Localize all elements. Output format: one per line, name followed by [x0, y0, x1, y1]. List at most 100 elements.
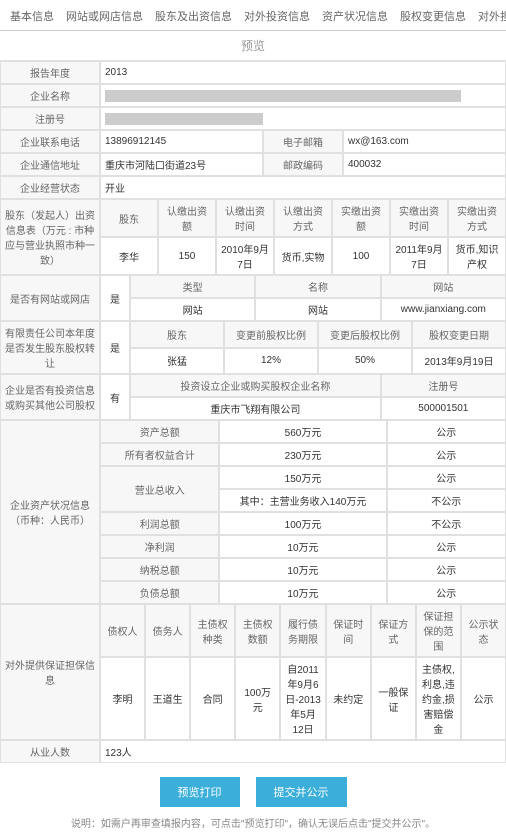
a4l: 利润总额: [100, 512, 219, 535]
inv-r3: 货币,实物: [274, 237, 332, 275]
eq-r2: 50%: [318, 348, 412, 375]
a3s: 不公示: [387, 489, 506, 512]
label-year: 报告年度: [0, 61, 100, 84]
guar-side: 对外提供保证担保信息: [0, 604, 100, 740]
submit-publish-button[interactable]: 提交并公示: [256, 777, 347, 807]
value-zip: 400032: [343, 153, 506, 176]
tab-5[interactable]: 股权变更信息: [394, 4, 472, 30]
site-v: 是: [100, 275, 130, 321]
g-h2: 主债权种类: [190, 604, 235, 657]
site-h2: 网站: [381, 275, 506, 298]
a2v: 150万元: [219, 466, 386, 489]
tab-3[interactable]: 对外投资信息: [238, 4, 316, 30]
inv-r5: 2011年9月7日: [390, 237, 448, 275]
label-email: 电子邮箱: [263, 130, 343, 153]
label-phone: 企业联系电话: [0, 130, 100, 153]
tab-2[interactable]: 股东及出资信息: [149, 4, 238, 30]
g-r2: 合同: [190, 657, 235, 740]
a1v: 230万元: [219, 443, 386, 466]
button-row: 预览打印 提交并公示: [0, 763, 506, 815]
footer-note: 说明：如需户再审查填报内容，可点击"预览打印"，确认无误后点击"提交并公示"。: [0, 815, 506, 838]
a1l: 所有者权益合计: [100, 443, 219, 466]
ext-h1: 注册号: [381, 374, 506, 397]
a7s: 公示: [387, 581, 506, 604]
eq-r1: 12%: [224, 348, 318, 375]
site-h1: 名称: [255, 275, 380, 298]
a6s: 公示: [387, 558, 506, 581]
a5l: 净利润: [100, 535, 219, 558]
a7v: 10万元: [219, 581, 386, 604]
g-h5: 保证时间: [326, 604, 371, 657]
inv-h5: 实缴出资时间: [390, 199, 448, 237]
tab-0[interactable]: 基本信息: [4, 4, 60, 30]
inv-r2: 2010年9月7日: [216, 237, 274, 275]
ext-v: 有: [100, 374, 130, 420]
eq-side: 有限责任公司本年度是否发生股东股权转让: [0, 321, 100, 374]
ext-side: 企业是否有投资信息或购买其他公司股权: [0, 374, 100, 420]
g-h6: 保证方式: [371, 604, 416, 657]
a4v: 100万元: [219, 512, 386, 535]
inv-r0: 李华: [100, 237, 158, 275]
label-name: 企业名称: [0, 84, 100, 107]
a5v: 10万元: [219, 535, 386, 558]
tab-6[interactable]: 对外担保信息: [472, 4, 506, 30]
a0v: 560万元: [219, 420, 386, 443]
inv-h3: 认缴出资方式: [274, 199, 332, 237]
preview-print-button[interactable]: 预览打印: [160, 777, 240, 807]
g-r4: 自2011年9月6日-2013年5月12日: [280, 657, 326, 740]
g-h8: 公示状态: [461, 604, 506, 657]
g-r8: 公示: [461, 657, 506, 740]
label-status: 企业经营状态: [0, 176, 100, 199]
inv-h4: 实缴出资额: [332, 199, 390, 237]
g-h0: 债权人: [100, 604, 145, 657]
a0s: 公示: [387, 420, 506, 443]
label-addr: 企业通信地址: [0, 153, 100, 176]
inv-r1: 150: [158, 237, 216, 275]
value-email: wx@163.com: [343, 130, 506, 153]
value-year: 2013: [100, 61, 506, 84]
a0l: 资产总额: [100, 420, 219, 443]
eq-h3: 股权变更日期: [412, 321, 506, 348]
inv-r4: 100: [332, 237, 390, 275]
inv-h1: 认缴出资额: [158, 199, 216, 237]
g-r7: 主债权,利息,违约金,损害赔偿金: [416, 657, 461, 740]
a6v: 10万元: [219, 558, 386, 581]
g-r6: 一般保证: [371, 657, 416, 740]
a2l: 营业总收入: [100, 466, 219, 512]
a5s: 公示: [387, 535, 506, 558]
tab-4[interactable]: 资产状况信息: [316, 4, 394, 30]
eq-h0: 股东: [130, 321, 224, 348]
g-h3: 主债权数额: [235, 604, 280, 657]
preview-title: 预览: [0, 31, 506, 61]
g-r3: 100万元: [235, 657, 280, 740]
a2s: 公示: [387, 466, 506, 489]
value-reg: [100, 107, 506, 130]
site-r1: 网站: [255, 298, 380, 321]
a3v: 其中：主营业务收入140万元: [219, 489, 386, 512]
emp-value: 123人: [100, 740, 506, 763]
value-phone: 13896912145: [100, 130, 263, 153]
eq-h2: 变更后股权比例: [318, 321, 412, 348]
a7l: 负债总额: [100, 581, 219, 604]
site-side: 是否有网站或网店: [0, 275, 100, 321]
label-reg: 注册号: [0, 107, 100, 130]
ext-r0: 重庆市飞翔有限公司: [130, 397, 381, 420]
tab-1[interactable]: 网站或网店信息: [60, 4, 149, 30]
value-name: [100, 84, 506, 107]
site-r0: 网站: [130, 298, 255, 321]
emp-label: 从业人数: [0, 740, 100, 763]
g-r0: 李明: [100, 657, 145, 740]
site-r2: www.jianxiang.com: [381, 298, 506, 321]
g-r5: 未约定: [326, 657, 371, 740]
tab-bar: 基本信息 网站或网店信息 股东及出资信息 对外投资信息 资产状况信息 股权变更信…: [0, 0, 506, 31]
label-zip: 邮政编码: [263, 153, 343, 176]
ext-h0: 投资设立企业或购买股权企业名称: [130, 374, 381, 397]
eq-h1: 变更前股权比例: [224, 321, 318, 348]
eq-r3: 2013年9月19日: [412, 348, 506, 375]
a4s: 不公示: [387, 512, 506, 535]
g-h7: 保证担保的范围: [416, 604, 461, 657]
value-addr: 重庆市河陆口街道23号: [100, 153, 263, 176]
eq-v: 是: [100, 321, 130, 374]
a6l: 纳税总额: [100, 558, 219, 581]
asset-side: 企业资产状况信息（币种：人民币）: [0, 420, 100, 604]
